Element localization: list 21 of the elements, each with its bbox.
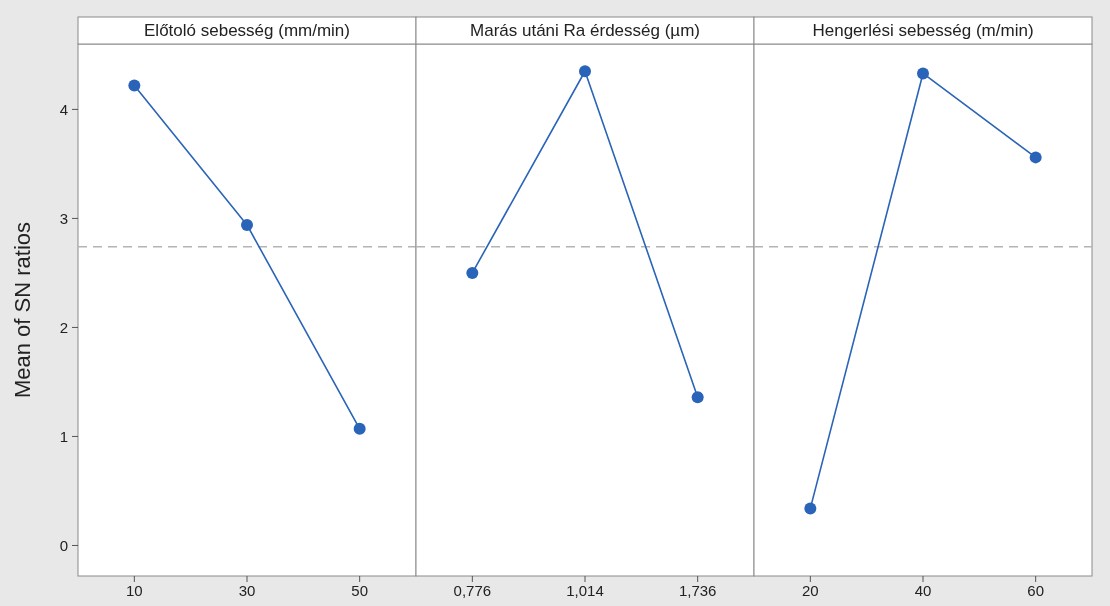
point <box>128 79 141 92</box>
x-tick-label: 60 <box>1027 582 1045 599</box>
chart-title: Hengerlési sebesség (m/min) <box>812 21 1034 40</box>
x-tick-label: 10 <box>125 582 143 599</box>
y-tick-label: 4 <box>59 100 68 118</box>
y-tick-label: 1 <box>59 427 68 445</box>
x-tick-label: 30 <box>238 582 256 599</box>
chart-title: Előtoló sebesség (mm/min) <box>144 21 350 40</box>
point <box>241 218 253 231</box>
y-axis-title: Mean of SN ratios <box>10 221 35 399</box>
x-tick-label: 1,736 <box>678 582 717 599</box>
x-tick-label: 0,776 <box>453 582 492 599</box>
chart-title: Marás utáni Ra érdesség (µm) <box>470 21 700 40</box>
x-tick-label: 1,014 <box>566 582 604 599</box>
point <box>353 422 366 435</box>
y-tick-label: 2 <box>59 318 68 336</box>
x-tick-label: 20 <box>801 582 819 599</box>
y-tick-label: 3 <box>59 209 68 227</box>
x-tick-label: 50 <box>351 582 369 599</box>
y-tick-label: 0 <box>59 536 68 554</box>
x-tick-label: 40 <box>914 582 932 599</box>
